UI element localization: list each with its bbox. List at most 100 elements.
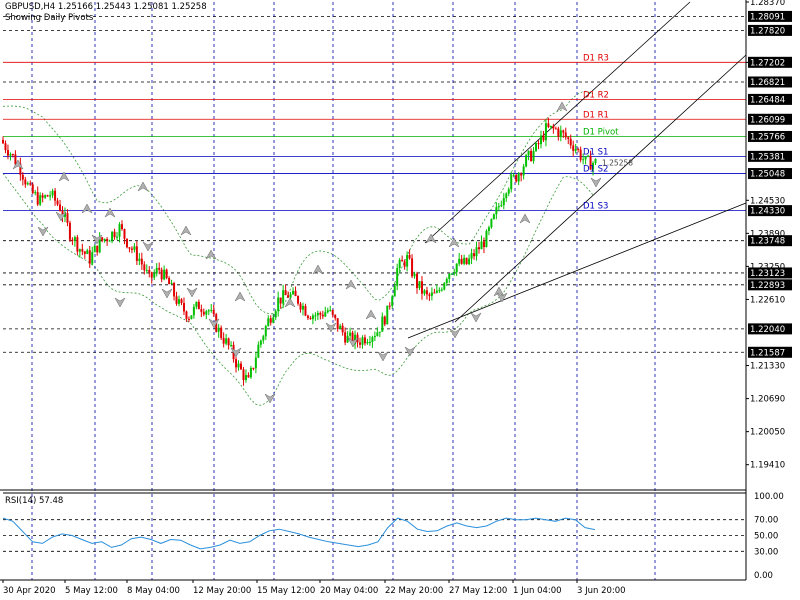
bull-candle: [237, 363, 240, 368]
bear-candle: [420, 281, 423, 294]
bull-candle: [329, 310, 332, 312]
bear-candle: [304, 305, 307, 316]
pivot-level-name: D1 S2: [583, 165, 608, 175]
time-tick-label: 12 May 20:00: [193, 586, 251, 596]
bull-candle: [73, 237, 76, 241]
bear-candle: [61, 210, 64, 217]
time-axis: 30 Apr 2020 5 May 12:00 8 May 04:00 12 May …: [2, 580, 626, 596]
bear-candle: [88, 250, 91, 264]
time-tick-label: 3 Jun 20:00: [577, 586, 626, 596]
bear-candle: [567, 137, 570, 139]
bull-candle: [282, 290, 285, 304]
bear-candle: [247, 375, 250, 378]
candles: [2, 117, 597, 386]
bull-candle: [532, 150, 535, 162]
bear-candle: [321, 314, 324, 317]
bear-candle: [589, 155, 592, 170]
bull-candle: [63, 213, 66, 217]
bear-candle: [185, 311, 188, 319]
bear-candle: [54, 190, 57, 201]
price-level-label: 1.25048: [750, 170, 785, 180]
fractal-up-arrow: [312, 264, 324, 275]
price-level-box: [748, 76, 792, 88]
bear-candle: [309, 318, 312, 320]
pivot-level-name: D1 R3: [583, 53, 609, 63]
bull-candle: [259, 340, 262, 345]
bull-candle: [435, 290, 438, 293]
bull-candle: [311, 315, 314, 320]
bear-candle: [408, 254, 411, 259]
fractal-up-arrow: [345, 279, 357, 290]
bear-candle: [520, 173, 523, 176]
bear-candle: [202, 311, 205, 315]
bull-candle: [584, 156, 587, 160]
bull-candle: [51, 190, 54, 196]
channel-upper-line: [424, 1, 691, 244]
bull-candle: [468, 258, 471, 265]
bull-candle: [510, 175, 513, 190]
price-level-box: [748, 346, 792, 358]
bull-candle: [316, 312, 319, 316]
rsi-label: RSI(14) 57.48: [5, 496, 64, 506]
bear-candle: [200, 309, 203, 312]
fractal-up-arrow: [519, 213, 531, 224]
bull-candle: [192, 306, 195, 316]
bear-candle: [123, 229, 126, 239]
pivots-note: Showing Daily Pivots: [5, 13, 94, 23]
bull-candle: [262, 336, 265, 341]
bull-candle: [133, 246, 136, 250]
bull-candle: [264, 326, 267, 337]
bull-candle: [326, 310, 329, 313]
bear-candle: [552, 125, 555, 129]
bull-candle: [272, 317, 275, 323]
bear-candle: [160, 269, 163, 280]
price-tick-label: 1.23250: [750, 262, 785, 272]
trend-lines: [407, 1, 747, 339]
bear-candle: [222, 338, 225, 344]
bull-candle: [292, 290, 295, 295]
symbol-ohlc-line: GBPUSD,H4 1.25166 1.25443 1.25081 1.2525…: [5, 2, 207, 12]
bear-candle: [240, 363, 242, 370]
bull-candle: [574, 149, 577, 151]
bull-candle: [455, 263, 458, 273]
bear-candle: [299, 303, 302, 310]
bear-candle: [173, 282, 176, 297]
price-level-label: 1.28091: [750, 12, 785, 22]
bull-candle: [254, 357, 257, 369]
bull-candle: [205, 311, 208, 315]
bear-candle: [140, 258, 143, 265]
bear-candle: [227, 338, 230, 346]
time-tick-label: 15 May 12:00: [257, 586, 315, 596]
bull-candle: [430, 292, 433, 296]
rsi-panel: [2, 492, 746, 552]
bull-candle: [153, 273, 156, 278]
bear-candle: [478, 247, 480, 250]
pivot-level-name: D1 R2: [583, 90, 609, 100]
bear-candle: [403, 261, 406, 267]
bull-candle: [103, 238, 106, 241]
fractal-up-arrow: [556, 101, 568, 112]
fractal-up-arrow: [180, 225, 192, 236]
time-tick-label: 30 Apr 2020: [3, 586, 56, 596]
price-level-label: 1.23748: [750, 237, 785, 247]
bear-candle: [562, 130, 565, 133]
bear-candle: [542, 135, 545, 141]
bear-candle: [197, 301, 200, 310]
bear-candle: [31, 184, 34, 194]
bear-candle: [572, 145, 575, 151]
bull-candle: [44, 195, 47, 198]
bear-candle: [351, 332, 354, 344]
bear-candle: [428, 294, 431, 296]
fractal-up-arrow: [284, 297, 296, 308]
bull-candle: [495, 207, 498, 215]
rsi-tick-label: 100.00: [754, 492, 784, 502]
time-tick-label: 27 May 12:00: [449, 586, 507, 596]
fractal-down-arrow: [496, 292, 508, 303]
bear-candle: [2, 139, 4, 144]
bear-candle: [319, 312, 322, 315]
bear-candle: [101, 237, 104, 241]
price-level-label: 1.25381: [750, 152, 785, 162]
bull-candle: [244, 375, 247, 381]
bull-candle: [346, 335, 349, 343]
